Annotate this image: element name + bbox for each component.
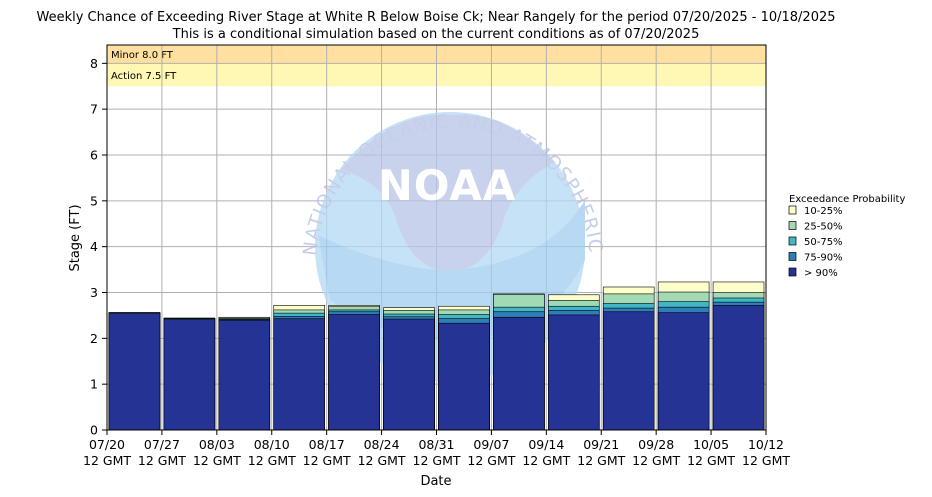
x-tick-time: 12 GMT	[577, 453, 625, 468]
x-tick-date: 09/14	[528, 437, 564, 452]
legend-swatch	[788, 221, 797, 230]
legend-swatch	[788, 236, 797, 246]
x-tick-date: 08/24	[364, 437, 400, 452]
y-axis-label: Stage (FT)	[68, 204, 83, 271]
x-tick-date: 10/12	[748, 437, 784, 452]
bar-segment	[163, 319, 216, 431]
legend-swatch	[788, 205, 797, 215]
x-tick-date: 08/03	[199, 437, 235, 452]
chart-title: Weekly Chance of Exceeding River Stage a…	[36, 10, 835, 25]
noaa-logo-bird	[340, 114, 555, 272]
bar-segment	[657, 312, 710, 431]
x-tick-time: 12 GMT	[248, 453, 296, 468]
bar-segment	[383, 318, 435, 431]
x-tick-time: 12 GMT	[358, 453, 406, 468]
noaa-logo-text: NOAA	[378, 161, 517, 210]
legend: Exceedance Probability 10-25% 25-50% 50-75…	[788, 194, 905, 279]
bar-segment	[108, 312, 161, 431]
y-tick-label: 2	[90, 331, 98, 346]
minor-flood-label: Minor 8.0 FT	[111, 50, 174, 61]
x-tick-date: 08/10	[254, 437, 290, 452]
x-tick-date: 07/27	[144, 437, 180, 452]
x-axis-label: Date	[420, 474, 451, 489]
bar-stack	[218, 316, 271, 431]
legend-entry-label: > 90%	[804, 268, 838, 279]
legend-entry-label: 50-75%	[804, 237, 843, 248]
bar-segment	[493, 316, 545, 431]
bar-stack	[328, 305, 380, 431]
x-tick-date: 09/21	[583, 437, 619, 452]
bar-stack	[273, 305, 325, 431]
y-tick-label: 5	[90, 193, 98, 208]
x-tick-time: 12 GMT	[303, 453, 351, 468]
x-tick-date: 07/20	[89, 437, 125, 452]
y-axis-ticks: 0 1 2 3 4 5 6 7 8	[90, 56, 107, 438]
legend-entry-label: 25-50%	[804, 222, 843, 233]
x-tick-date: 08/17	[309, 437, 345, 452]
y-tick-label: 0	[90, 423, 98, 438]
x-tick-time: 12 GMT	[632, 453, 680, 468]
y-tick-label: 7	[90, 102, 98, 117]
bar-stack	[657, 281, 710, 431]
x-tick-date: 09/28	[638, 437, 674, 452]
legend-swatch	[788, 252, 797, 261]
x-tick-date: 10/05	[693, 437, 729, 452]
bar-segment	[712, 305, 765, 431]
x-tick-time: 12 GMT	[467, 453, 515, 468]
x-tick-time: 12 GMT	[687, 453, 735, 468]
y-tick-label: 6	[90, 148, 98, 163]
x-tick-date: 08/31	[418, 437, 454, 452]
y-tick-label: 4	[90, 239, 98, 254]
action-stage-label: Action 7.5 FT	[111, 71, 177, 82]
bar-segment	[548, 314, 600, 431]
bar-segment	[438, 322, 490, 431]
y-tick-label: 3	[90, 285, 98, 300]
x-tick-time: 12 GMT	[742, 453, 790, 468]
bar-stack	[383, 307, 435, 431]
bar-stack	[163, 317, 216, 431]
bar-stack	[602, 286, 655, 431]
legend-entry-label: 75-90%	[804, 253, 843, 264]
y-tick-label: 8	[90, 56, 98, 71]
x-tick-time: 12 GMT	[522, 453, 570, 468]
bar-segment	[602, 311, 655, 431]
legend-swatch	[788, 267, 797, 277]
legend-entry-label: 10-25%	[804, 206, 843, 217]
y-tick-label: 1	[90, 377, 98, 392]
bar-segment	[218, 320, 271, 431]
bar-segment	[273, 318, 325, 431]
bar-stack	[108, 312, 161, 431]
bar-stack	[493, 293, 545, 431]
chart-subtitle: This is a conditional simulation based o…	[172, 27, 700, 42]
x-tick-date: 09/07	[473, 437, 509, 452]
bar-segment	[328, 314, 380, 431]
legend-title: Exceedance Probability	[789, 194, 905, 205]
bar-stack	[548, 294, 600, 431]
x-tick-time: 12 GMT	[193, 453, 241, 468]
bar-stack	[438, 305, 490, 431]
bar-stack	[712, 281, 765, 431]
x-tick-time: 12 GMT	[138, 453, 186, 468]
x-tick-time: 12 GMT	[83, 453, 131, 468]
bar-stacks	[108, 281, 765, 431]
x-tick-time: 12 GMT	[413, 453, 461, 468]
